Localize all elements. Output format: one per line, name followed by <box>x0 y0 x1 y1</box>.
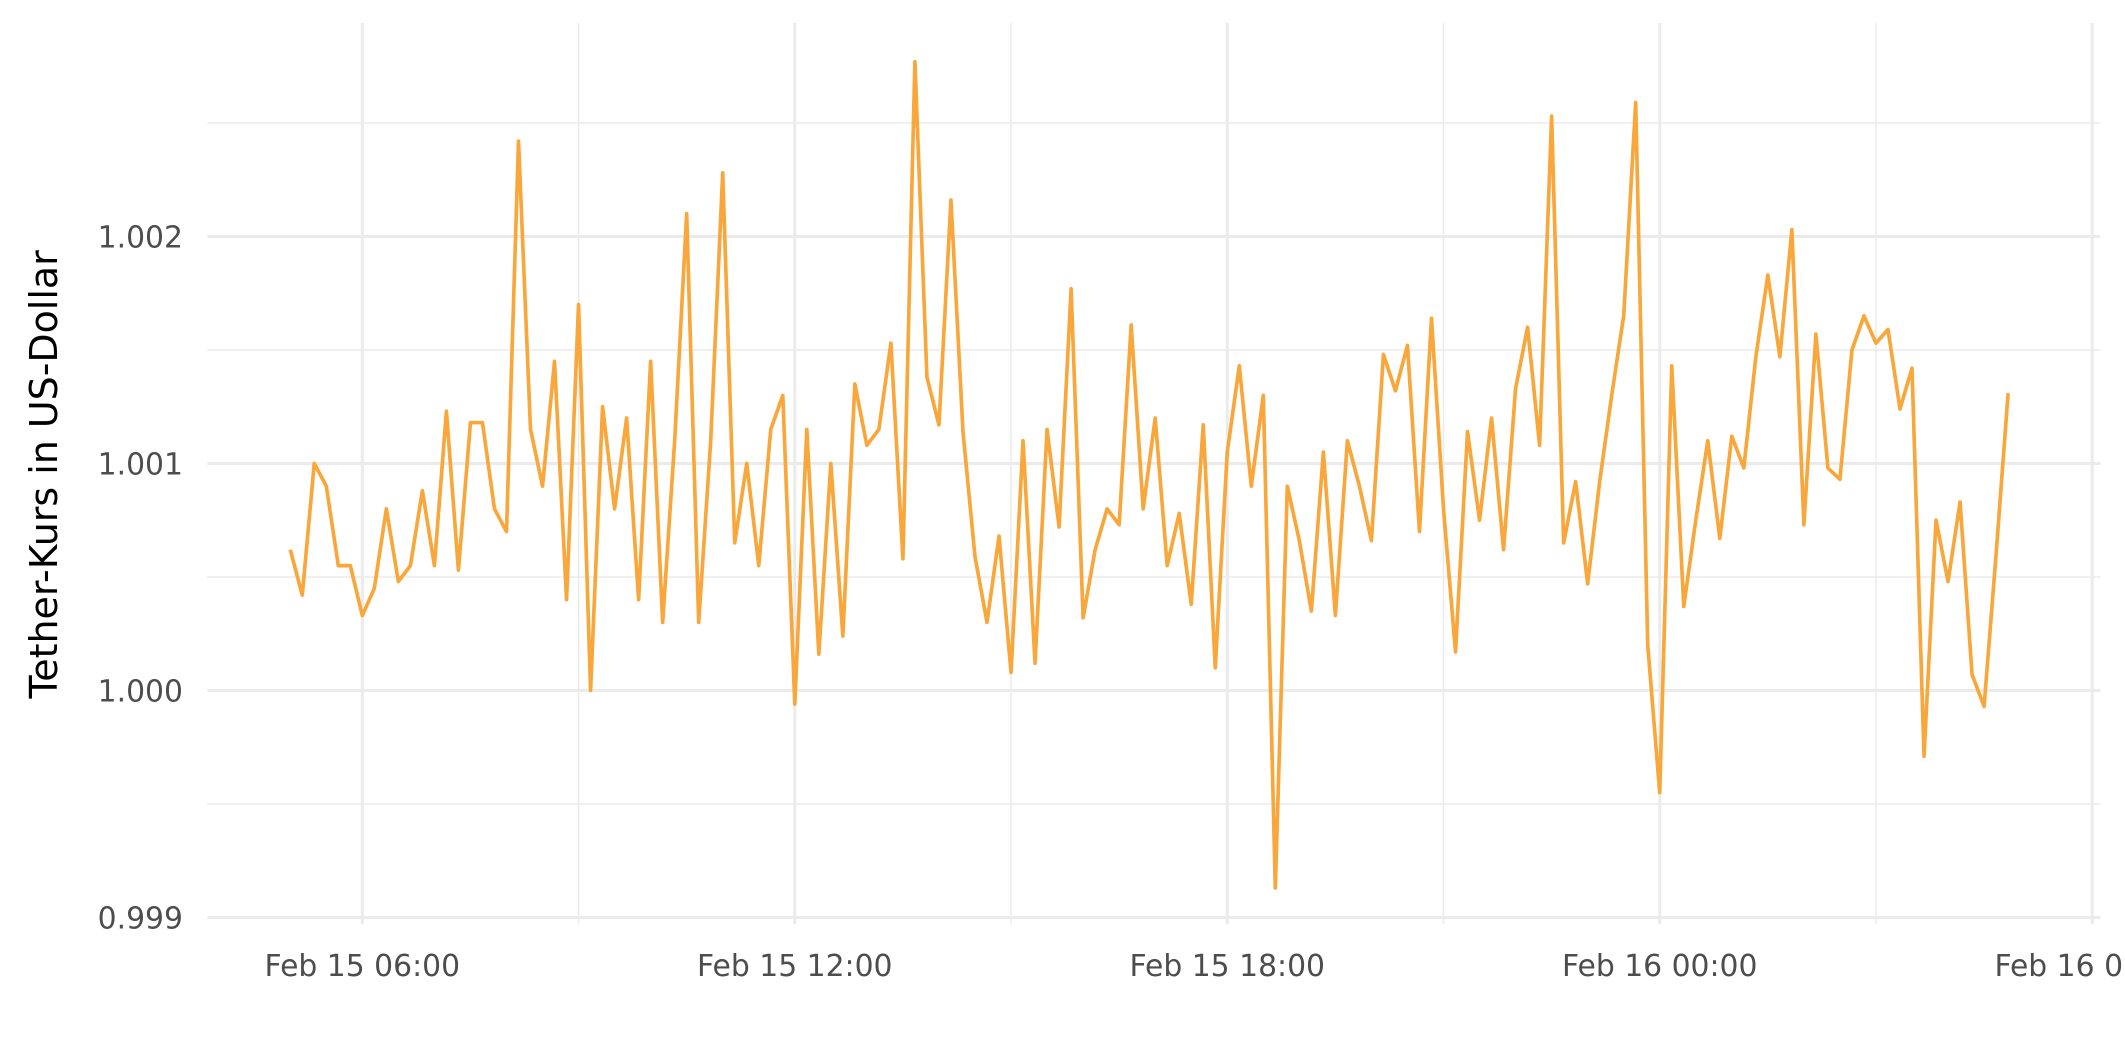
price-line <box>288 59 2010 890</box>
marks <box>288 59 2010 890</box>
x-tick-label: Feb 16 06:00 <box>1994 949 2125 984</box>
y-axis-title: Tether-Kurs in US-Dollar <box>22 250 66 700</box>
y-tick-label: 1.000 <box>98 674 183 709</box>
x-tick-label: Feb 15 18:00 <box>1130 949 1325 984</box>
labels: 0.999 1.000 1.001 1.002 Feb 15 06:00 Feb 15 1… <box>98 220 2125 983</box>
x-tick-label: Feb 15 06:00 <box>265 949 460 984</box>
y-tick-label: 0.999 <box>98 901 183 936</box>
x-tick-label: Feb 15 12:00 <box>697 949 892 984</box>
y-tick-label: 1.001 <box>98 447 183 482</box>
x-tick-label: Feb 16 00:00 <box>1562 949 1757 984</box>
y-tick-label: 1.002 <box>98 220 183 255</box>
